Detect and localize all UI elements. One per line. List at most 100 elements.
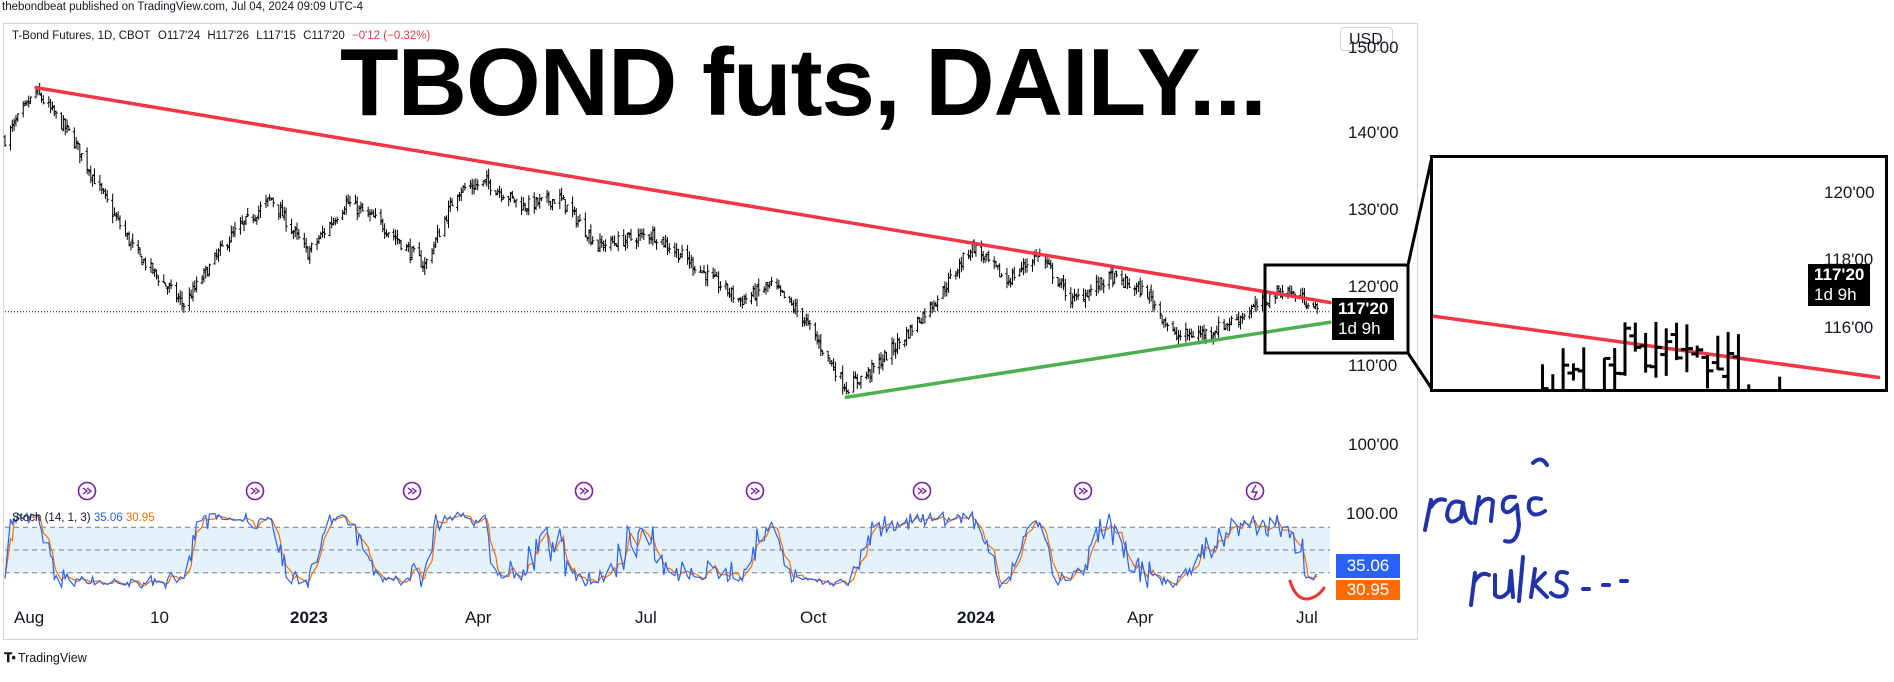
ohlc-bar: [1122, 277, 1126, 289]
stoch-axis-label: 100.00: [1346, 504, 1398, 523]
ohlc-bar: [859, 375, 863, 389]
ohlc-bar: [945, 282, 949, 297]
ohlc-bar: [846, 389, 850, 395]
ohlc-bar: [667, 243, 671, 254]
ohlc-bar: [992, 256, 996, 270]
ohlc-bar: [1063, 278, 1067, 301]
ohlc-bar: [195, 276, 199, 293]
ohlc-bar: [220, 240, 224, 247]
ohlc-bar: [187, 287, 191, 312]
ohlc-bar: [974, 243, 978, 257]
ohlc-bar: [640, 228, 644, 239]
ohlc-bar: [205, 266, 210, 277]
ohlc-bar: [149, 258, 153, 274]
ohlc-bar: [233, 222, 237, 238]
ohlc-bar: [574, 207, 578, 228]
ohlc-bar: [923, 308, 927, 324]
ohlc-bar: [946, 272, 951, 293]
inset-ohlc-bar: [1649, 321, 1662, 378]
ohlc-bar: [450, 197, 454, 207]
ohlc-bar: [258, 201, 263, 219]
ohlc-bar: [815, 331, 819, 345]
handwritten-note-strokes: [1423, 457, 1629, 607]
ohlc-bar: [673, 242, 677, 258]
ohlc-bar: [437, 228, 441, 238]
ohlc-bar: [176, 293, 180, 303]
ohlc-bar: [603, 239, 608, 253]
tradingview-logo[interactable]: 𝐓• TradingView: [4, 650, 87, 666]
time-axis-label: 2024: [957, 608, 995, 627]
ohlc-bar: [547, 191, 551, 206]
ohlc-bar: [143, 257, 148, 271]
ohlc-bar: [485, 170, 489, 187]
ohlc-bar: [819, 333, 823, 357]
ohlc-bar: [1153, 300, 1157, 311]
ohlc-bar: [328, 221, 332, 237]
ohlc-bar: [904, 326, 909, 346]
ohlc-bar: [961, 252, 965, 271]
ohlc-bar: [629, 228, 633, 242]
ohlc-bar: [583, 212, 587, 238]
ohlc-bar: [1162, 318, 1166, 328]
ohlc-bar: [1255, 298, 1259, 312]
ohlc-bar: [731, 285, 735, 304]
ohlc-bar: [227, 236, 232, 252]
stoch-lines-layer: [4, 510, 1318, 591]
ohlc-bar: [959, 256, 963, 273]
ohlc-bar: [246, 207, 250, 217]
stoch-legend[interactable]: Stoch (14, 1, 3) 35.06 30.95: [12, 512, 155, 524]
price-axis-label: 150'00: [1348, 38, 1399, 57]
ohlc-bar: [85, 147, 89, 175]
ohlc-bar: [271, 197, 275, 208]
ohlc-bar: [1249, 304, 1254, 318]
ohlc-bar: [357, 205, 361, 218]
ohlc-bar: [1202, 324, 1206, 343]
ohlc-bar: [744, 293, 748, 305]
ohlc-bar: [127, 231, 131, 247]
dividend-event-icon: [745, 481, 765, 501]
ohlc-bar: [967, 249, 971, 260]
ohlc-bar: [1107, 271, 1111, 290]
ohlc-bar: [831, 358, 836, 372]
ohlc-bar: [676, 248, 681, 263]
ohlc-bar: [488, 179, 493, 196]
ohlc-bar: [948, 268, 952, 279]
ohlc-bar: [105, 190, 109, 203]
ohlc-bar: [987, 250, 991, 263]
ohlc-bar: [1149, 284, 1153, 302]
ohlc-bar: [1127, 278, 1131, 288]
ohlc-bar: [1025, 258, 1029, 273]
ohlc-bar: [277, 204, 281, 220]
ohlc-bar: [461, 185, 465, 193]
ohlc-bar: [202, 267, 206, 283]
ohlc-bar: [193, 280, 197, 293]
ohlc-bar: [164, 282, 168, 287]
ohlc-bar: [315, 237, 319, 250]
ohlc-bar: [1096, 276, 1100, 294]
inset-last-price-value: 117'20: [1814, 265, 1865, 284]
currency-selector[interactable]: USD: [1340, 27, 1393, 51]
ohlc-bar: [753, 283, 757, 301]
ohlc-bar: [322, 227, 326, 239]
ohlc-bar: [1145, 285, 1150, 299]
ohlc-bar: [470, 178, 474, 195]
ohlc-bar: [968, 249, 973, 261]
ohlc-bar: [1184, 322, 1188, 343]
ohlc-bar: [1134, 282, 1139, 295]
ohlc-bar: [50, 101, 55, 111]
ohlc-bar: [297, 228, 301, 240]
ohlc-bar: [589, 224, 593, 246]
ohlc-bar: [534, 196, 538, 211]
ohlc-bar: [103, 188, 107, 199]
ohlc-bar: [342, 206, 347, 215]
ohlc-bar: [538, 194, 542, 209]
inset-ohlc-bar: [1639, 332, 1652, 373]
ohlc-bar: [841, 365, 845, 395]
ohlc-bar: [552, 199, 556, 204]
ohlc-bar: [788, 296, 792, 304]
symbol-legend[interactable]: T-Bond Futures, 1D, CBOT O117'24 H117'26…: [12, 30, 434, 42]
ohlc-bar: [424, 258, 429, 269]
ohlc-bar: [153, 268, 157, 277]
ohlc-bar: [111, 193, 115, 224]
